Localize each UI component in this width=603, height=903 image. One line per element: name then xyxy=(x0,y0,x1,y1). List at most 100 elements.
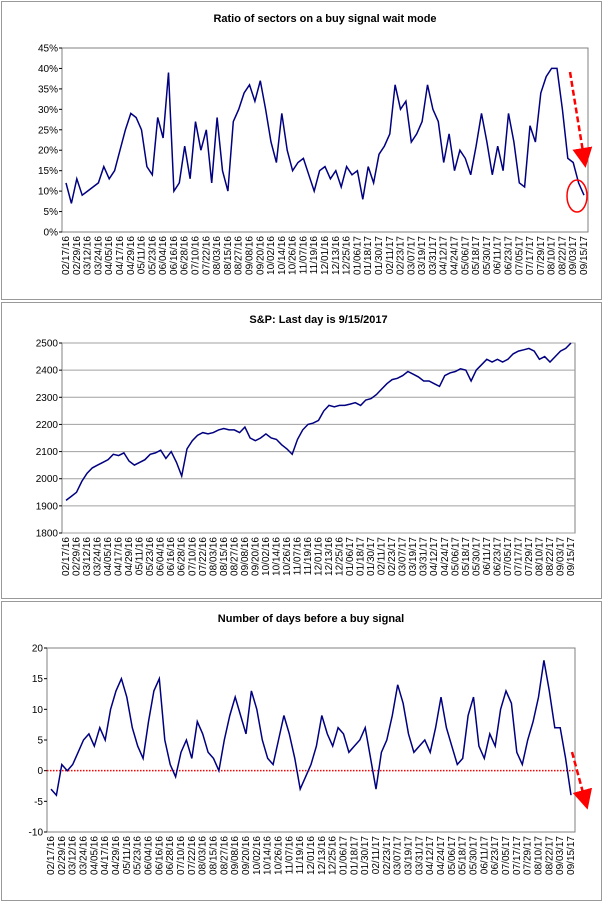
y-tick-label: 30% xyxy=(38,105,58,116)
x-tick-label: 01/30/17 xyxy=(360,836,371,875)
x-tick-label: 07/17/17 xyxy=(513,537,524,576)
x-tick-label: 01/18/17 xyxy=(356,537,367,576)
x-tick-label: 09/15/17 xyxy=(566,537,577,576)
x-tick-label: 01/06/17 xyxy=(352,236,363,275)
x-tick-label: 05/11/16 xyxy=(137,236,148,275)
y-tick-label: 2200 xyxy=(36,420,59,431)
x-tick-label: 11/07/16 xyxy=(292,537,303,576)
x-tick-label: 12/13/16 xyxy=(324,537,335,576)
x-tick-label: 03/07/17 xyxy=(393,836,404,875)
x-tick-label: 06/04/16 xyxy=(156,537,167,576)
x-tick-label: 10/14/16 xyxy=(277,236,288,275)
x-tick-label: 05/18/17 xyxy=(461,537,472,576)
x-tick-label: 09/20/16 xyxy=(255,236,266,275)
x-tick-label: 07/17/17 xyxy=(525,236,536,275)
x-tick-label: 03/31/17 xyxy=(414,836,425,875)
x-tick-label: 05/06/17 xyxy=(447,836,458,875)
x-tick-label: 01/18/17 xyxy=(349,836,360,875)
x-tick-label: 04/24/17 xyxy=(450,236,461,275)
x-tick-label: 08/22/17 xyxy=(557,236,568,275)
panel xyxy=(1,601,602,901)
y-tick-label: 5 xyxy=(37,736,43,747)
x-tick-label: 05/30/17 xyxy=(482,236,493,275)
x-tick-label: 03/12/16 xyxy=(68,836,79,875)
x-tick-label: 10/02/16 xyxy=(266,236,277,275)
plot-area xyxy=(61,342,576,534)
x-tick-label: 08/10/17 xyxy=(534,836,545,875)
y-tick-label: 0 xyxy=(37,766,43,777)
x-tick-label: 04/29/16 xyxy=(126,236,137,275)
x-tick-label: 04/17/16 xyxy=(100,836,111,875)
x-tick-label: 12/25/16 xyxy=(335,537,346,576)
y-tick-label: -5 xyxy=(34,797,43,808)
x-tick-label: 06/11/17 xyxy=(479,836,490,875)
x-tick-label: 09/03/17 xyxy=(555,537,566,576)
x-tick-label: 08/27/16 xyxy=(234,236,245,275)
x-tick-label: 11/19/16 xyxy=(309,236,320,275)
x-tick-label: 05/11/16 xyxy=(135,537,146,576)
x-tick-label: 07/10/16 xyxy=(176,836,187,875)
y-tick-label: 2000 xyxy=(36,474,59,485)
x-tick-label: 05/30/17 xyxy=(469,836,480,875)
x-tick-label: 09/08/16 xyxy=(240,537,251,576)
x-tick-label: 04/17/16 xyxy=(115,236,126,275)
x-tick-label: 04/12/17 xyxy=(425,836,436,875)
x-tick-label: 12/13/16 xyxy=(317,836,328,875)
x-tick-label: 08/27/16 xyxy=(219,836,230,875)
x-tick-label: 08/03/16 xyxy=(208,537,219,576)
x-tick-label: 04/12/17 xyxy=(439,236,450,275)
x-tick-label: 02/11/17 xyxy=(385,236,396,275)
panel xyxy=(1,1,602,300)
annotation-arrow xyxy=(570,751,593,810)
x-tick-label: 10/14/16 xyxy=(263,836,274,875)
x-tick-label: 05/23/16 xyxy=(145,537,156,576)
x-tick-label: 04/05/16 xyxy=(103,537,114,576)
x-tick-label: 07/22/16 xyxy=(201,236,212,275)
x-tick-label: 03/19/17 xyxy=(417,236,428,275)
x-tick-label: 06/04/16 xyxy=(144,836,155,875)
y-tick-label: 2400 xyxy=(36,366,59,377)
x-tick-label: 12/01/16 xyxy=(314,537,325,576)
x-tick-label: 07/17/17 xyxy=(512,836,523,875)
x-tick-label: 04/29/16 xyxy=(124,537,135,576)
x-tick-label: 04/05/16 xyxy=(89,836,100,875)
x-tick-label: 12/01/16 xyxy=(320,236,331,275)
x-tick-label: 11/19/16 xyxy=(303,537,314,576)
x-tick-label: 04/24/17 xyxy=(440,537,451,576)
x-tick-label: 07/22/16 xyxy=(198,537,209,576)
y-tick-label: -10 xyxy=(29,828,44,839)
x-tick-label: 02/23/17 xyxy=(387,537,398,576)
x-tick-label: 05/11/16 xyxy=(122,836,133,875)
x-tick-label: 10/26/16 xyxy=(274,836,285,875)
x-tick-label: 08/03/16 xyxy=(198,836,209,875)
x-tick-label: 07/22/16 xyxy=(187,836,198,875)
x-tick-label: 06/11/17 xyxy=(493,236,504,275)
x-tick-label: 03/24/16 xyxy=(93,236,104,275)
x-tick-label: 07/05/17 xyxy=(514,236,525,275)
x-tick-label: 05/23/16 xyxy=(133,836,144,875)
x-tick-label: 08/10/17 xyxy=(534,537,545,576)
x-tick-label: 05/18/17 xyxy=(471,236,482,275)
x-tick-label: 09/20/16 xyxy=(241,836,252,875)
x-tick-label: 12/25/16 xyxy=(342,236,353,275)
x-tick-label: 03/12/16 xyxy=(83,236,94,275)
x-tick-label: 11/19/16 xyxy=(295,836,306,875)
x-tick-label: 08/27/16 xyxy=(229,537,240,576)
y-tick-label: 20% xyxy=(38,146,58,157)
x-tick-label: 06/16/16 xyxy=(169,236,180,275)
x-tick-label: 10/02/16 xyxy=(261,537,272,576)
x-tick-label: 07/29/17 xyxy=(536,236,547,275)
y-tick-label: 1800 xyxy=(36,529,59,540)
x-tick-label: 01/06/17 xyxy=(339,836,350,875)
x-tick-label: 10/26/16 xyxy=(288,236,299,275)
x-tick-label: 05/06/17 xyxy=(460,236,471,275)
x-tick-label: 07/10/16 xyxy=(191,236,202,275)
x-tick-label: 02/17/16 xyxy=(61,537,72,576)
x-tick-label: 07/29/17 xyxy=(524,537,535,576)
x-tick-label: 05/06/17 xyxy=(450,537,461,576)
x-tick-label: 04/17/16 xyxy=(114,537,125,576)
x-tick-label: 05/30/17 xyxy=(471,537,482,576)
x-tick-label: 06/28/16 xyxy=(180,236,191,275)
x-tick-label: 08/22/17 xyxy=(544,836,555,875)
